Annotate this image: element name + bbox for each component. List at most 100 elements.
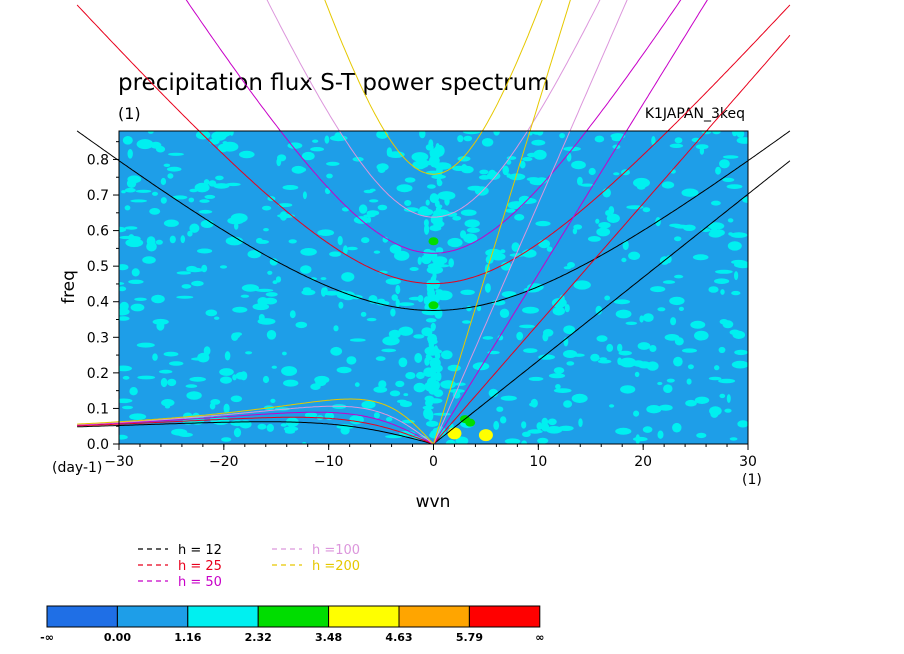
spectrum-blob	[396, 399, 408, 404]
spectrum-blob	[737, 420, 748, 428]
spectrum-blob	[452, 391, 461, 399]
spectrum-blob	[431, 174, 446, 179]
colorbar-label: -∞	[40, 631, 54, 644]
spectrum-blob	[719, 393, 726, 399]
y-tick-label: 0.7	[87, 188, 109, 204]
y-tick-label: 0.8	[87, 152, 109, 168]
spectrum-blob	[152, 191, 158, 196]
spectrum-blob	[621, 257, 627, 263]
spectrum-blob	[678, 306, 685, 311]
spectrum-blob	[499, 308, 510, 318]
spectrum-blob	[215, 175, 224, 181]
spectrum-peak	[428, 237, 439, 246]
spectrum-blob	[482, 336, 494, 340]
spectrum-blob	[707, 222, 725, 230]
spectrum-blob	[152, 353, 158, 361]
spectrum-blob	[146, 236, 156, 247]
spectrum-blob	[501, 291, 517, 298]
spectrum-blob	[428, 307, 436, 316]
spectrum-blob	[130, 199, 148, 203]
spectrum-blob	[281, 366, 298, 376]
spectrum-blob	[531, 139, 546, 146]
spectrum-blob	[715, 269, 733, 274]
spectrum-blob	[532, 131, 543, 135]
spectrum-blob	[596, 227, 611, 237]
spectrum-blob	[488, 169, 497, 177]
legend-label: h =100	[312, 543, 360, 558]
colorbar: -∞ 0.00 1.16 2.32 3.48 4.63 5.79 ∞	[40, 605, 544, 644]
spectrum-blob	[508, 173, 526, 181]
spectrum-blob	[605, 210, 611, 216]
spectrum-blob	[635, 434, 641, 444]
spectrum-blob	[685, 399, 697, 407]
spectrum-blob	[361, 400, 376, 409]
spectrum-blob	[134, 297, 147, 301]
spectrum-blob	[604, 295, 611, 301]
spectrum-blob	[271, 365, 277, 369]
spectrum-blob	[500, 395, 517, 401]
spectrum-blob	[119, 286, 127, 292]
spectrum-blob	[349, 338, 366, 342]
spectrum-blob	[637, 361, 652, 369]
spectrum-blob	[185, 384, 198, 388]
spectrum-blob	[729, 329, 741, 336]
spectrum-blob	[731, 259, 747, 265]
spectrum-blob	[394, 250, 410, 261]
spectrum-blob	[427, 409, 434, 421]
y-tick-label: 0.3	[87, 330, 109, 346]
spectrum-blob	[233, 216, 247, 223]
spectrum-blob	[594, 135, 605, 143]
spectrum-blob	[136, 342, 155, 348]
spectrum-blob	[682, 348, 697, 353]
spectrum-blob	[736, 137, 748, 144]
spectrum-blob	[338, 301, 344, 309]
spectrum-blob	[522, 249, 537, 258]
spectrum-blob	[424, 381, 435, 392]
spectrum-blob	[412, 160, 427, 170]
spectrum-blob	[289, 310, 296, 319]
legend-label: h = 12	[178, 543, 222, 558]
spectrum-blob	[497, 335, 504, 341]
spectrum-blob	[167, 378, 177, 387]
spectrum-blob	[388, 329, 401, 339]
spectrum-blob	[552, 306, 565, 316]
spectrum-blob	[435, 143, 440, 151]
spectrum-blob	[673, 224, 689, 229]
spectrum-blob	[509, 201, 525, 207]
spectrum-blob	[256, 239, 269, 244]
spectrum-blob	[505, 208, 516, 213]
spectrum-blob	[221, 437, 232, 442]
spectrum-blob	[633, 436, 648, 442]
spectrum-blob	[167, 173, 174, 179]
spectrum-blob	[241, 284, 259, 292]
spectrum-blob	[163, 163, 171, 167]
spectrum-blob	[382, 336, 400, 346]
spectrum-blob	[433, 261, 440, 272]
spectrum-blob	[262, 375, 270, 384]
spectrum-blob	[500, 416, 507, 424]
spectrum-blob	[613, 299, 631, 305]
x-tick-label: 0	[429, 454, 438, 470]
dispersion-curve-kelvin	[433, 160, 791, 445]
spectrum-blob	[642, 207, 651, 213]
spectrum-blob	[389, 390, 401, 397]
spectrum-blob	[330, 346, 343, 356]
spectrum-blob	[620, 385, 636, 394]
spectrum-blob	[203, 179, 210, 186]
spectrum-blob	[728, 232, 733, 236]
spectrum-blob	[481, 138, 494, 147]
spectrum-blob	[200, 220, 214, 228]
spectrum-blob	[127, 149, 133, 159]
spectrum-blob	[651, 136, 656, 146]
spectrum-blob	[277, 203, 293, 208]
spectrum-blob	[310, 147, 324, 152]
spectrum-blob	[225, 182, 241, 187]
spectrum-blob	[404, 200, 412, 206]
spectrum-blob	[304, 412, 318, 418]
spectrum-blob	[346, 246, 358, 251]
y-tick-label: 0.4	[87, 295, 109, 311]
spectrum-blob	[187, 230, 193, 237]
spectrum-blob	[522, 306, 539, 314]
colorbar-swatch	[187, 605, 259, 628]
